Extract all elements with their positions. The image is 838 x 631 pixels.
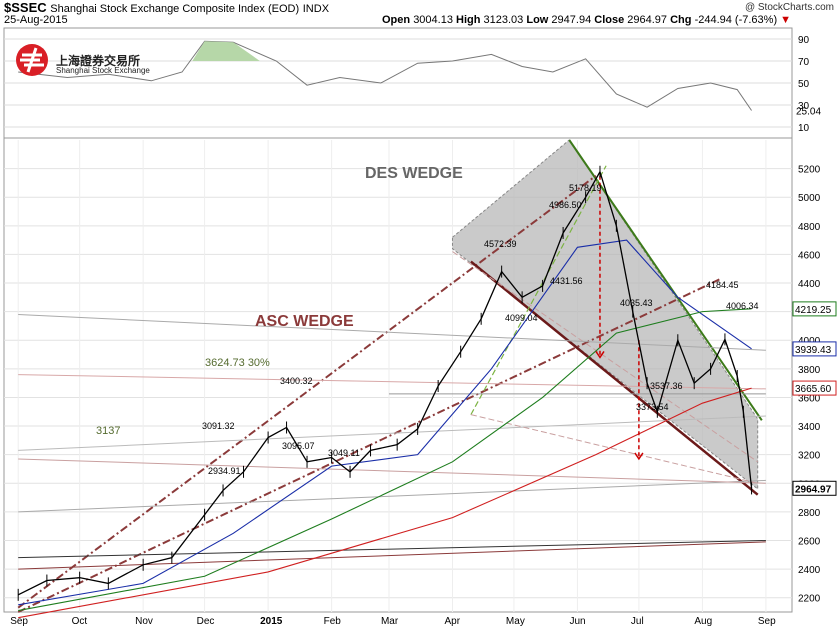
price-tick-label: 2200 (798, 594, 821, 605)
x-tick-label: Jul (631, 616, 644, 626)
x-tick-label: Aug (694, 616, 712, 626)
chart-annotation: 4035.43 (620, 298, 653, 308)
chart-annotation: 3624.73 30% (205, 357, 270, 369)
lower-fan-line (470, 414, 758, 484)
x-tick-label: Dec (197, 616, 215, 626)
right-value-label: 4219.25 (795, 305, 832, 316)
price-tick-label: 2600 (798, 536, 821, 547)
price-tick-label: 4400 (798, 279, 821, 290)
right-value-flag (792, 380, 837, 396)
price-tick-label: 3400 (798, 422, 821, 433)
chart-annotation: 4431.56 (550, 276, 583, 286)
indicator-tick-label: 50 (798, 79, 810, 90)
price-tick-label: 5000 (798, 193, 821, 204)
projection-arrow-2-head (634, 452, 644, 461)
resistance-line-1 (18, 374, 766, 390)
x-tick-label: Apr (444, 616, 460, 626)
projection-arrow-1-head (595, 350, 605, 359)
chart-annotation: 2934.91 (208, 466, 241, 476)
support-line-2 (18, 479, 766, 513)
price-tick-label: 3200 (798, 451, 821, 462)
chart-date: 25-Aug-2015 (4, 14, 68, 26)
ma-long-line (18, 387, 752, 619)
x-tick-label: Nov (135, 616, 153, 626)
asc-wedge-lower-line (17, 277, 722, 613)
level-3137-line (18, 458, 766, 484)
x-tick-label: 2015 (260, 616, 283, 626)
logo-chinese-text: 上海證券交易所 (56, 54, 141, 68)
x-tick-label: May (506, 616, 525, 626)
indicator-series-line (18, 40, 752, 111)
x-tick-label: Mar (381, 616, 399, 626)
indicator-tick-label: 70 (798, 57, 810, 68)
indicator-tick-label: 30 (798, 101, 810, 112)
sse-logo: 上海證券交易所 Shanghai Stock Exchange (14, 42, 154, 78)
indicator-last-value: 25.04 (796, 107, 821, 118)
chart-annotation: 3137 (96, 425, 120, 437)
indicator-tick-label: 10 (798, 123, 810, 134)
price-tick-label: 2400 (798, 565, 821, 576)
right-value-label: 2964.97 (795, 484, 832, 495)
right-value-flag (792, 341, 837, 357)
x-tick-label: Feb (324, 616, 342, 626)
ohlc-summary: Open 3004.13 High 3123.03 Low 2947.94 Cl… (382, 14, 792, 26)
x-tick-label: Oct (72, 616, 88, 626)
chart-annotation: 4006.34 (726, 301, 759, 311)
chart-annotation: 3373.54 (636, 402, 669, 412)
des-wedge-upper-line (568, 139, 763, 421)
chart-annotation: 3091.32 (202, 421, 235, 431)
ma-short-line (18, 239, 752, 606)
chart-annotation: 4099.04 (505, 313, 538, 323)
right-value-label: 3939.43 (795, 345, 832, 356)
price-tick-label: 3600 (798, 393, 821, 404)
low-value: 2947.94 (551, 14, 592, 26)
chart-annotation: 4184.45 (706, 280, 739, 290)
x-tick-label: Sep (10, 616, 28, 626)
change-value: -244.94 (-7.63%) (694, 14, 778, 26)
support-line-3 (18, 539, 766, 559)
x-tick-label: Sep (758, 616, 776, 626)
chart-annotation: DES WEDGE (365, 165, 463, 182)
chart-annotation: 4572.39 (484, 239, 517, 249)
right-value-flag (792, 301, 837, 317)
close-value: 2964.97 (627, 14, 668, 26)
chart-annotation: 4986.50 (549, 200, 582, 210)
right-value-flag (792, 480, 837, 496)
chart-annotation: 3095.07 (282, 441, 315, 451)
price-tick-label: 2800 (798, 508, 821, 519)
price-tick-label: 4800 (798, 222, 821, 233)
des-wedge-area (451, 139, 759, 491)
chart-annotation: 3537.36 (650, 381, 683, 391)
des-wedge-guide-line (452, 251, 758, 463)
x-tick-label: Jun (569, 616, 585, 626)
logo-english-text: Shanghai Stock Exchange (56, 66, 150, 75)
resistance-line-2 (18, 313, 766, 351)
stockcharts-credit: @ StockCharts.com (744, 2, 834, 13)
indicator-overbought-fill (192, 41, 260, 61)
open-value: 3004.13 (413, 14, 453, 26)
index-name: Shanghai Stock Exchange Composite Index … (50, 3, 300, 15)
right-value-label: 3665.60 (795, 384, 832, 395)
price-tick-label: 5200 (798, 165, 821, 176)
chart-annotation: ASC WEDGE (255, 313, 354, 330)
high-value: 3123.03 (483, 14, 524, 26)
price-tick-label: 4600 (798, 250, 821, 261)
ma-medium-line (18, 308, 752, 612)
chart-annotation: 3049.11 (328, 448, 360, 458)
chart-annotation: 3400.32 (280, 376, 313, 386)
exchange-label: INDX (302, 3, 330, 15)
ticker-symbol: $SSEC (4, 0, 47, 15)
chart-annotation: 5178.19 (569, 183, 602, 193)
support-line-1 (18, 415, 766, 451)
sse-logo-icon (16, 44, 48, 76)
price-tick-label: 3800 (798, 365, 821, 376)
green-channel-line (470, 165, 607, 415)
indicator-tick-label: 90 (798, 35, 810, 46)
chart-title: $SSEC Shanghai Stock Exchange Composite … (4, 0, 329, 15)
des-wedge-lower-line (470, 260, 759, 496)
down-arrow-icon: ▼ (780, 14, 792, 26)
